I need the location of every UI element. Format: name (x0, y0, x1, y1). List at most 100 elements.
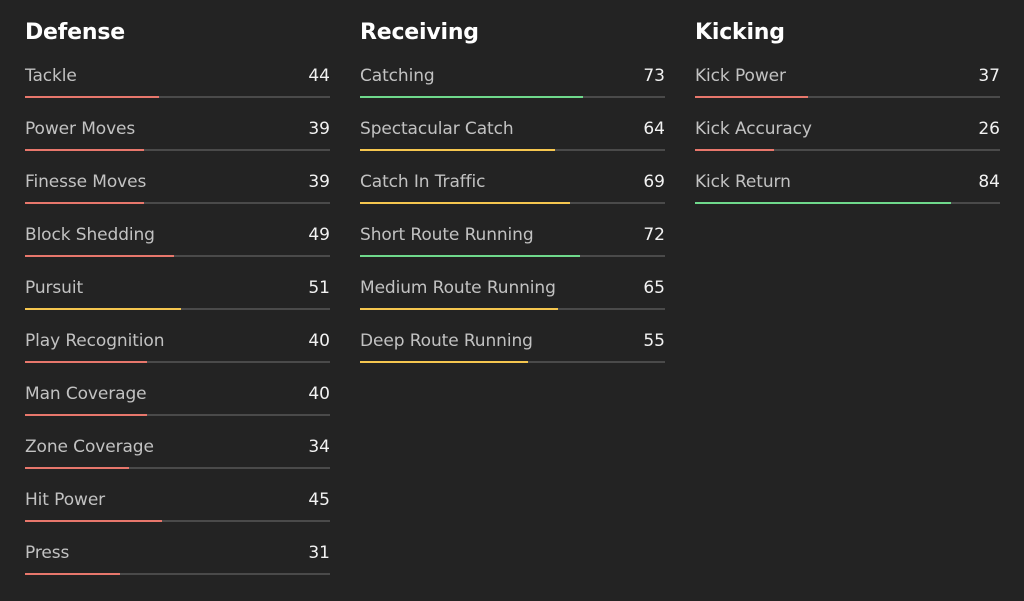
stat-catch-in-traffic: Catch In Traffic 69 (360, 170, 665, 223)
rating-bar-track (360, 149, 665, 151)
stat-value: 49 (308, 225, 330, 245)
stat-value: 51 (308, 278, 330, 298)
stat-label: Kick Accuracy (695, 119, 812, 139)
section-title: Kicking (695, 20, 785, 45)
stat-value: 72 (643, 225, 665, 245)
rating-bar-fill (25, 520, 163, 522)
stat-label: Press (25, 543, 70, 563)
section-kicking: Kicking Kick Power 37 Kick Accuracy 26 Kic… (695, 18, 1000, 594)
rating-bar-fill (360, 149, 556, 151)
stat-value: 40 (308, 384, 330, 404)
section-receiving: Receiving Catching 73 Spectacular Catch 64… (360, 18, 665, 594)
stat-label: Catching (360, 66, 435, 86)
stat-label: Kick Return (695, 172, 791, 192)
stat-play-recognition: Play Recognition 40 (25, 329, 330, 382)
stat-label: Block Shedding (25, 225, 155, 245)
stat-label: Power Moves (25, 119, 136, 139)
stat-press: Press 31 (25, 541, 330, 594)
rating-bar-track (25, 255, 330, 257)
stat-label: Man Coverage (25, 384, 147, 404)
rating-bar-track (25, 361, 330, 363)
rating-bar-track (695, 96, 1000, 98)
stat-deep-route-running: Deep Route Running 55 (360, 329, 665, 382)
stat-kick-accuracy: Kick Accuracy 26 (695, 117, 1000, 170)
stat-medium-route-running: Medium Route Running 65 (360, 276, 665, 329)
rating-bar-track (25, 96, 330, 98)
stat-label: Spectacular Catch (360, 119, 514, 139)
stat-label: Zone Coverage (25, 437, 154, 457)
stat-value: 40 (308, 331, 330, 351)
rating-bar-track (360, 202, 665, 204)
rating-bar-track (695, 149, 1000, 151)
stat-kick-power: Kick Power 37 (695, 64, 1000, 117)
stat-value: 55 (643, 331, 665, 351)
rating-bar-fill (25, 96, 160, 98)
stat-kick-return: Kick Return 84 (695, 170, 1000, 223)
section-title: Receiving (360, 20, 479, 45)
stat-value: 39 (308, 119, 330, 139)
section-defense: Defense Tackle 44 Power Moves 39 Finesse M… (25, 18, 330, 594)
stat-label: Finesse Moves (25, 172, 147, 192)
stat-label: Pursuit (25, 278, 84, 298)
stat-label: Short Route Running (360, 225, 534, 245)
stat-label: Catch In Traffic (360, 172, 486, 192)
rating-bar-fill (25, 308, 181, 310)
rating-bar-fill (25, 361, 147, 363)
stat-value: 39 (308, 172, 330, 192)
stat-value: 34 (308, 437, 330, 457)
stat-value: 37 (978, 66, 1000, 86)
stat-value: 44 (308, 66, 330, 86)
stat-hit-power: Hit Power 45 (25, 488, 330, 541)
stat-label: Medium Route Running (360, 278, 556, 298)
rating-bar-track (695, 202, 1000, 204)
stat-value: 84 (978, 172, 1000, 192)
stat-label: Deep Route Running (360, 331, 533, 351)
stat-spectacular-catch: Spectacular Catch 64 (360, 117, 665, 170)
stat-value: 64 (643, 119, 665, 139)
rating-bar-fill (360, 202, 571, 204)
rating-bar-fill (25, 467, 129, 469)
stat-finesse-moves: Finesse Moves 39 (25, 170, 330, 223)
stat-power-moves: Power Moves 39 (25, 117, 330, 170)
rating-bar-track (25, 414, 330, 416)
ratings-columns: Defense Tackle 44 Power Moves 39 Finesse M… (25, 18, 1000, 594)
stat-value: 26 (978, 119, 1000, 139)
rating-bar-fill (25, 202, 144, 204)
rating-bar-fill (360, 255, 580, 257)
rating-bar-fill (360, 308, 559, 310)
rating-bar-fill (695, 149, 775, 151)
rating-bar-fill (25, 414, 147, 416)
stat-tackle: Tackle 44 (25, 64, 330, 117)
stat-label: Tackle (25, 66, 77, 86)
rating-bar-track (360, 255, 665, 257)
stat-label: Kick Power (695, 66, 786, 86)
rating-bar-fill (695, 202, 952, 204)
stat-value: 31 (308, 543, 330, 563)
stat-catching: Catching 73 (360, 64, 665, 117)
rating-bar-track (360, 96, 665, 98)
section-title: Defense (25, 20, 125, 45)
rating-bar-track (25, 573, 330, 575)
rating-bar-track (360, 361, 665, 363)
rating-bar-fill (25, 149, 144, 151)
rating-bar-track (25, 467, 330, 469)
stat-man-coverage: Man Coverage 40 (25, 382, 330, 435)
rating-bar-track (25, 520, 330, 522)
rating-bar-track (25, 202, 330, 204)
rating-bar-track (25, 149, 330, 151)
stat-zone-coverage: Zone Coverage 34 (25, 435, 330, 488)
stat-value: 73 (643, 66, 665, 86)
stat-block-shedding: Block Shedding 49 (25, 223, 330, 276)
rating-bar-fill (360, 361, 528, 363)
rating-bar-fill (25, 255, 175, 257)
stat-label: Play Recognition (25, 331, 165, 351)
rating-bar-fill (360, 96, 583, 98)
rating-bar-fill (25, 573, 120, 575)
stat-label: Hit Power (25, 490, 106, 510)
stat-pursuit: Pursuit 51 (25, 276, 330, 329)
stat-value: 45 (308, 490, 330, 510)
stat-short-route-running: Short Route Running 72 (360, 223, 665, 276)
stat-value: 69 (643, 172, 665, 192)
rating-bar-track (360, 308, 665, 310)
stat-value: 65 (643, 278, 665, 298)
